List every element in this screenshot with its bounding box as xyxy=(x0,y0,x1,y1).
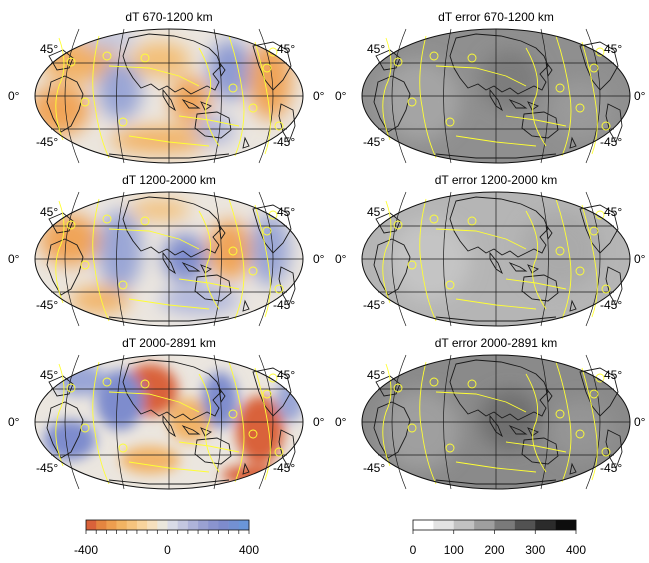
colorbar-dt: -400 0 400 xyxy=(74,519,259,557)
panel-title: dT error 2000-2891 km xyxy=(435,336,558,350)
colorbar-swatch xyxy=(116,520,128,530)
panel-title: dT error 1200-2000 km xyxy=(435,173,558,187)
panel-dterr-670-1200: dT error 670-1200 km 45° 45° 0° 0° -45° … xyxy=(335,10,646,164)
colorbar-swatch xyxy=(228,520,240,530)
colorbar-error-tick-label: 100 xyxy=(444,543,464,557)
colorbar-error-tick-label: 400 xyxy=(566,543,586,557)
lat-label-north-right: 45° xyxy=(604,205,622,219)
colorbar-swatch xyxy=(157,520,168,530)
lat-label-equator-left: 0° xyxy=(8,415,20,429)
panel-dterr-1200-2000: dT error 1200-2000 km 45° 45° 0° 0° -45°… xyxy=(335,173,646,327)
lat-label-north-left: 45° xyxy=(40,368,58,382)
colorbar-dt-swatches xyxy=(86,520,250,530)
colorbar-error-swatches xyxy=(413,520,577,530)
panel-dt-1200-2000: dT 1200-2000 km 45° 45° 0° 0° -45° -4 xyxy=(8,173,325,327)
panel-dt-2000-2891: dT 2000-2891 km 45° 45° 0° xyxy=(8,336,325,490)
colorbar-swatch xyxy=(218,520,229,530)
lat-label-equator-right: 0° xyxy=(313,89,325,103)
colorbar-swatch xyxy=(208,520,219,530)
colorbar-swatch xyxy=(147,520,158,530)
lat-label-south-right: -45° xyxy=(273,461,295,475)
lat-label-north-right: 45° xyxy=(277,368,295,382)
lat-label-south-right: -45° xyxy=(600,135,622,149)
colorbar-swatch xyxy=(413,520,434,530)
lat-label-south-left: -45° xyxy=(363,461,385,475)
colorbar-dt-tick-label: 0 xyxy=(164,543,171,557)
lat-label-north-left: 45° xyxy=(40,42,58,56)
lat-label-north-left: 45° xyxy=(367,42,385,56)
colorbar-swatch xyxy=(474,520,495,530)
lat-label-equator-right: 0° xyxy=(313,415,325,429)
lat-label-equator-right: 0° xyxy=(634,252,646,266)
lat-label-south-right: -45° xyxy=(600,461,622,475)
panel-title: dT 1200-2000 km xyxy=(122,173,216,187)
lat-label-south-left: -45° xyxy=(363,135,385,149)
panel-title: dT 670-1200 km xyxy=(125,10,212,24)
colorbar-swatch xyxy=(535,520,556,530)
colorbar-dt-tick-label: -400 xyxy=(74,543,98,557)
lat-label-equator-left: 0° xyxy=(8,89,20,103)
lat-label-north-right: 45° xyxy=(604,42,622,56)
lat-label-north-left: 45° xyxy=(367,368,385,382)
lat-label-equator-left: 0° xyxy=(335,415,347,429)
colorbar-swatch xyxy=(238,520,250,530)
map-border xyxy=(361,191,631,327)
lat-label-north-right: 45° xyxy=(604,368,622,382)
colorbar-swatch xyxy=(453,520,475,530)
lat-label-south-right: -45° xyxy=(600,298,622,312)
lat-label-north-left: 45° xyxy=(367,205,385,219)
lat-label-south-left: -45° xyxy=(36,135,58,149)
lat-label-equator-left: 0° xyxy=(335,89,347,103)
colorbar-error: 0 100 200 300 400 xyxy=(410,519,586,557)
lat-label-equator-left: 0° xyxy=(335,252,347,266)
lat-label-south-right: -45° xyxy=(273,135,295,149)
map-border xyxy=(361,354,631,490)
panel-title: dT 2000-2891 km xyxy=(122,336,216,350)
colorbar-swatch xyxy=(96,520,107,530)
map-border xyxy=(34,354,304,490)
lat-label-north-right: 45° xyxy=(277,205,295,219)
colorbar-error-ticks xyxy=(412,530,577,534)
lat-label-south-left: -45° xyxy=(36,461,58,475)
lat-label-south-left: -45° xyxy=(36,298,58,312)
lat-label-north-right: 45° xyxy=(277,42,295,56)
lat-label-north-left: 45° xyxy=(40,205,58,219)
colorbar-dt-tick-label: 400 xyxy=(239,543,259,557)
colorbar-swatch xyxy=(126,520,138,530)
colorbar-swatch xyxy=(555,520,577,530)
panel-dterr-2000-2891: dT error 2000-2891 km 45° 45° 0° 0° -45°… xyxy=(335,336,646,490)
lat-label-equator-right: 0° xyxy=(634,89,646,103)
colorbar-swatch xyxy=(514,520,536,530)
colorbar-swatch xyxy=(198,520,209,530)
colorbar-swatch xyxy=(106,520,117,530)
map-border xyxy=(34,28,304,164)
colorbar-error-tick-label: 0 xyxy=(410,543,417,557)
colorbar-error-tick-label: 300 xyxy=(525,543,545,557)
lat-label-equator-left: 0° xyxy=(8,252,20,266)
lat-label-south-right: -45° xyxy=(273,298,295,312)
map-border xyxy=(361,28,631,164)
colorbar-swatch xyxy=(494,520,516,530)
colorbar-swatch xyxy=(433,520,455,530)
lat-label-equator-right: 0° xyxy=(313,252,325,266)
lat-label-equator-right: 0° xyxy=(634,415,646,429)
colorbar-swatch xyxy=(136,520,148,530)
colorbar-dt-ticks xyxy=(85,530,250,534)
colorbar-swatch xyxy=(167,520,178,530)
colorbar-swatch xyxy=(86,520,97,530)
map-border xyxy=(34,191,304,327)
colorbar-swatch xyxy=(177,520,189,530)
colorbar-swatch xyxy=(187,520,199,530)
colorbar-error-tick-label: 200 xyxy=(484,543,504,557)
panel-title: dT error 670-1200 km xyxy=(438,10,554,24)
lat-label-south-left: -45° xyxy=(363,298,385,312)
panel-dt-670-1200: dT 670-1200 km 45° 45° 0° 0 xyxy=(8,10,325,164)
